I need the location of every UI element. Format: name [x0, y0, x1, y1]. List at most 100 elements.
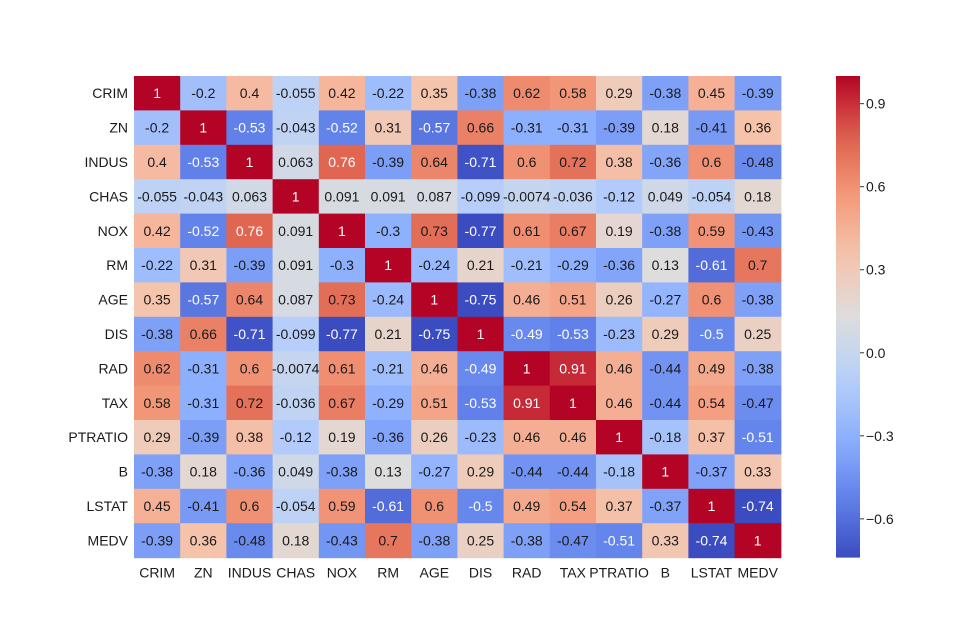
heatmap-cell [734, 420, 782, 455]
heatmap-cell-value: 0.18 [744, 188, 771, 204]
heatmap-cell [180, 316, 227, 352]
heatmap-cell-value: -0.75 [465, 292, 497, 308]
heatmap-cell-value: -0.5 [468, 498, 492, 514]
colorbar-ticks: 0.9 0.6 0.3 0.0 −0.3 −0.6 [860, 96, 894, 527]
heatmap-cell [596, 110, 643, 146]
heatmap-cell-value: -0.27 [649, 292, 681, 308]
heatmap-cell-value: 0.29 [652, 326, 679, 342]
heatmap-cell-value: -0.41 [187, 498, 219, 514]
colorbar-tick-label: 0.6 [866, 179, 886, 195]
heatmap-cell [272, 213, 320, 249]
heatmap-cell [272, 454, 320, 490]
heatmap-cell-value: 0.6 [517, 154, 537, 170]
heatmap-cell-value: -0.41 [696, 120, 728, 136]
heatmap-cell-value: 0.46 [513, 292, 540, 308]
heatmap-cell-value: -0.48 [234, 532, 266, 548]
heatmap-cell-value: -0.52 [187, 223, 219, 239]
heatmap-cell-value: -0.43 [742, 223, 774, 239]
heatmap-cell [226, 213, 274, 249]
heatmap-cell [642, 385, 689, 421]
heatmap-cell [642, 351, 689, 387]
colorbar-tick-label: −0.3 [866, 428, 894, 444]
heatmap-cell [318, 76, 366, 111]
heatmap-cell-value: -0.47 [557, 532, 589, 548]
heatmap-cell-value: 0.6 [425, 498, 445, 514]
heatmap-cell-value: 0.13 [374, 464, 401, 480]
heatmap-cell-value: -0.77 [326, 326, 358, 342]
heatmap-cell [642, 76, 689, 111]
heatmap-cell-value: -0.29 [372, 395, 404, 411]
heatmap-cell-value: -0.055 [276, 85, 316, 101]
heatmap-cell-value: -0.31 [187, 360, 219, 376]
heatmap-cell [734, 316, 782, 352]
heatmap-cell-value: 0.063 [278, 154, 313, 170]
heatmap-cell [411, 316, 458, 352]
heatmap-cell [549, 316, 597, 352]
heatmap-cell [318, 248, 366, 283]
x-tick-label: TAX [560, 565, 587, 581]
heatmap-cell-value: 0.72 [236, 395, 263, 411]
y-tick-label: PTRATIO [68, 429, 128, 445]
heatmap-cell [134, 76, 181, 111]
heatmap-cell [642, 420, 689, 455]
heatmap-cell-value: 1 [199, 120, 207, 136]
heatmap-cell [503, 76, 551, 111]
heatmap-cell [180, 420, 227, 455]
heatmap-cell-value: -0.22 [141, 257, 173, 273]
heatmap-cell-value: 0.36 [190, 532, 217, 548]
heatmap-cell [642, 110, 689, 146]
y-tick-label: MEDV [88, 532, 129, 548]
heatmap-cell [549, 110, 597, 146]
heatmap-cell [596, 523, 643, 559]
y-axis-tick-labels: CRIM ZN INDUS CHAS NOX RM AGE DIS RAD TAX PTRATIO B… [68, 85, 128, 548]
heatmap-cell-value: 0.91 [559, 360, 586, 376]
heatmap-cell-value: 0.33 [744, 464, 771, 480]
heatmap-cell-value: 0.063 [232, 188, 267, 204]
heatmap-cell-value: 0.31 [190, 257, 217, 273]
heatmap-cell-value: -0.31 [557, 120, 589, 136]
heatmap-cell-value: -0.49 [511, 326, 543, 342]
heatmap-cell-value: -0.38 [141, 464, 173, 480]
heatmap-cell [318, 144, 366, 180]
heatmap-cell-value: 0.46 [605, 395, 632, 411]
heatmap-cell [272, 76, 320, 111]
heatmap-cell-value: -0.74 [742, 498, 774, 514]
heatmap-cell-value: 0.91 [513, 395, 540, 411]
heatmap-cell-value: -0.39 [742, 85, 774, 101]
heatmap-cell [688, 179, 736, 215]
heatmap-cell [180, 110, 227, 146]
heatmap-cell-value: 1 [523, 360, 531, 376]
heatmap-cell [503, 385, 551, 421]
heatmap-cell [365, 110, 412, 146]
heatmap-cell-value: 0.4 [147, 154, 167, 170]
heatmap-cell [272, 385, 320, 421]
y-tick-label: B [119, 464, 128, 480]
heatmap-cell [226, 316, 274, 352]
heatmap-cell-value: -0.57 [187, 292, 219, 308]
heatmap-cell [642, 316, 689, 352]
heatmap-cell-value: 0.46 [513, 429, 540, 445]
colorbar-tick-label: −0.6 [866, 511, 894, 527]
heatmap-cell [549, 385, 597, 421]
x-tick-label: DIS [469, 565, 492, 581]
heatmap-cell-value: -0.52 [326, 120, 358, 136]
heatmap-cell-value: 0.59 [698, 223, 725, 239]
heatmap-cell [596, 213, 643, 249]
heatmap-cell-value: 0.29 [143, 429, 170, 445]
heatmap-cell [734, 488, 782, 524]
heatmap-cell-value: -0.38 [649, 85, 681, 101]
heatmap-cell-value: -0.0074 [503, 188, 551, 204]
heatmap-cell [318, 488, 366, 524]
heatmap-cell-value: -0.51 [742, 429, 774, 445]
heatmap-cell-value: -0.71 [465, 154, 497, 170]
heatmap-cell [596, 248, 643, 283]
heatmap-cell-value: 0.21 [467, 257, 494, 273]
heatmap-cell [226, 488, 274, 524]
heatmap-cell-value: 0.6 [702, 292, 722, 308]
heatmap-cell [411, 110, 458, 146]
heatmap-cell [318, 179, 366, 215]
heatmap-cell [272, 110, 320, 146]
heatmap-cell [365, 385, 412, 421]
heatmap-cell [180, 454, 227, 490]
heatmap-cell-value: 0.6 [702, 154, 722, 170]
